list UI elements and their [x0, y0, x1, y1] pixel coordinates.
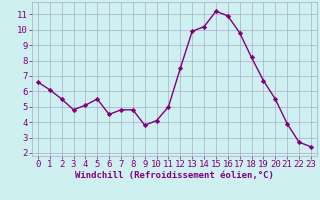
X-axis label: Windchill (Refroidissement éolien,°C): Windchill (Refroidissement éolien,°C) — [75, 171, 274, 180]
